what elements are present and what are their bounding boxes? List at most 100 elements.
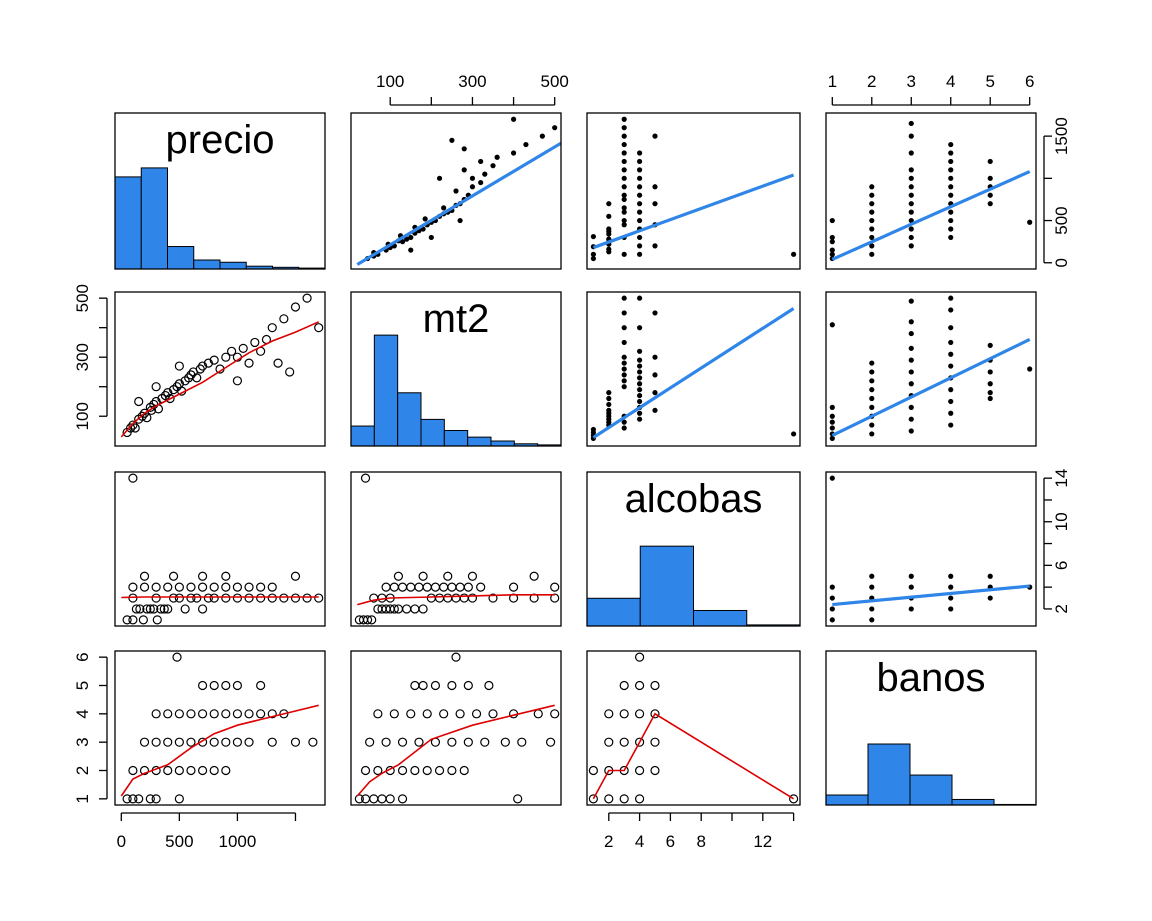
scatter-point-open xyxy=(488,593,498,603)
tick-label: 8 xyxy=(696,832,705,851)
scatter-point-open xyxy=(619,794,629,804)
scatter-point xyxy=(621,419,627,425)
panel-border xyxy=(114,471,326,627)
axis-top-mt2: 100 300 500 xyxy=(376,72,569,106)
scatter-point-open xyxy=(634,794,645,804)
scatter-point-open xyxy=(232,709,243,719)
scatter-point xyxy=(621,184,627,190)
scatter-point-open xyxy=(180,604,190,614)
scatter-point xyxy=(829,617,835,623)
scatter-point xyxy=(829,322,835,328)
scatter-point-open xyxy=(197,737,208,747)
scatter-point-open xyxy=(221,352,231,362)
scatter-point xyxy=(948,175,954,181)
scatter-point xyxy=(490,163,496,169)
scatter-point-open xyxy=(221,680,231,691)
scatter-point xyxy=(636,369,643,375)
scatter-point-open xyxy=(406,582,416,592)
scatter-point-open xyxy=(232,582,243,592)
scatter-point xyxy=(621,116,627,122)
axis-right-alcobas: 2 6 10 14 xyxy=(1043,469,1071,614)
scatter-point-open xyxy=(250,337,260,348)
scatter-point xyxy=(621,339,627,346)
tick-label: 5 xyxy=(985,72,994,91)
diagonal-label-banos: banos xyxy=(877,656,986,700)
scatter-point xyxy=(948,363,954,369)
scatter-point-open xyxy=(443,571,453,581)
scatter-point xyxy=(869,234,875,241)
scatter-point xyxy=(908,416,914,422)
scatter-point-open xyxy=(426,593,436,603)
scatter-point-open xyxy=(381,737,391,747)
scatter-point-open xyxy=(186,582,196,592)
scatter-point-open xyxy=(484,680,494,691)
scatter-point-open xyxy=(290,593,301,603)
scatter-point-open xyxy=(139,765,150,776)
tick-label: 10 xyxy=(1052,512,1071,531)
scatter-point xyxy=(791,431,797,437)
scatter-point-open xyxy=(174,582,184,592)
scatter-point-open xyxy=(550,709,560,719)
scatter-point-open xyxy=(422,765,432,776)
scatter-point xyxy=(494,154,500,160)
panel-content xyxy=(829,295,1033,441)
scatter-point-open xyxy=(209,593,219,603)
scatter-point-open xyxy=(122,615,132,625)
scatter-point-open xyxy=(471,709,482,719)
scatter-point-open xyxy=(256,593,266,603)
panel-content xyxy=(351,334,561,446)
scatter-point-open xyxy=(128,765,138,776)
scatter-point-open xyxy=(389,604,399,614)
tick-label: 300 xyxy=(73,343,92,371)
scatter-point xyxy=(1027,219,1033,225)
scatter-point-open xyxy=(508,582,519,592)
scatter-point xyxy=(948,234,954,241)
tick-label: 100 xyxy=(376,72,404,91)
scatter-point-open xyxy=(209,765,219,776)
axis-right-precio: 0 500 1500 xyxy=(1043,117,1071,267)
tick-label: 100 xyxy=(73,402,92,430)
tick-label: 500 xyxy=(165,832,193,851)
scatter-point-open xyxy=(244,582,254,592)
scatter-point xyxy=(606,395,612,402)
panel-content xyxy=(590,295,797,441)
scatter-point-open xyxy=(209,355,219,365)
scatter-point-open xyxy=(650,737,660,747)
scatter-point-open xyxy=(634,680,645,691)
scatter-point-open xyxy=(650,709,660,719)
scatter-point-open xyxy=(146,405,157,415)
scatter-point-open xyxy=(367,615,377,625)
scatter-point xyxy=(948,158,954,165)
scatter-point-open xyxy=(373,709,383,719)
scatter-point xyxy=(948,387,954,393)
panel-content xyxy=(120,293,324,438)
tick-label: 0 xyxy=(1052,258,1071,267)
scatter-point xyxy=(636,357,643,363)
scatter-point-open xyxy=(439,582,449,592)
scatter-point-open xyxy=(122,794,132,804)
scatter-point xyxy=(510,150,517,156)
scatter-point xyxy=(621,205,627,211)
tick-label: 6 xyxy=(73,652,92,661)
scatter-point xyxy=(869,184,875,190)
scatter-point xyxy=(606,213,612,219)
tick-label: 300 xyxy=(458,72,486,91)
scatter-point xyxy=(829,217,835,224)
scatter-point xyxy=(869,209,875,215)
scatter-point xyxy=(908,330,914,337)
panel-content xyxy=(588,652,799,804)
scatter-point-open xyxy=(197,604,208,614)
scatter-point xyxy=(590,233,596,240)
scatter-point-open xyxy=(634,709,645,719)
scatter-point xyxy=(829,247,835,253)
panel-border xyxy=(825,291,1037,447)
scatter-point-open xyxy=(650,765,660,776)
tick-label: 4 xyxy=(635,832,644,851)
panel-mt2-mt2: mt2 xyxy=(350,291,562,447)
scatter-point xyxy=(908,298,914,304)
scatter-point-open xyxy=(285,367,295,377)
scatter-point xyxy=(621,192,627,198)
scatter-point xyxy=(590,251,596,257)
scatter-point xyxy=(908,243,914,249)
